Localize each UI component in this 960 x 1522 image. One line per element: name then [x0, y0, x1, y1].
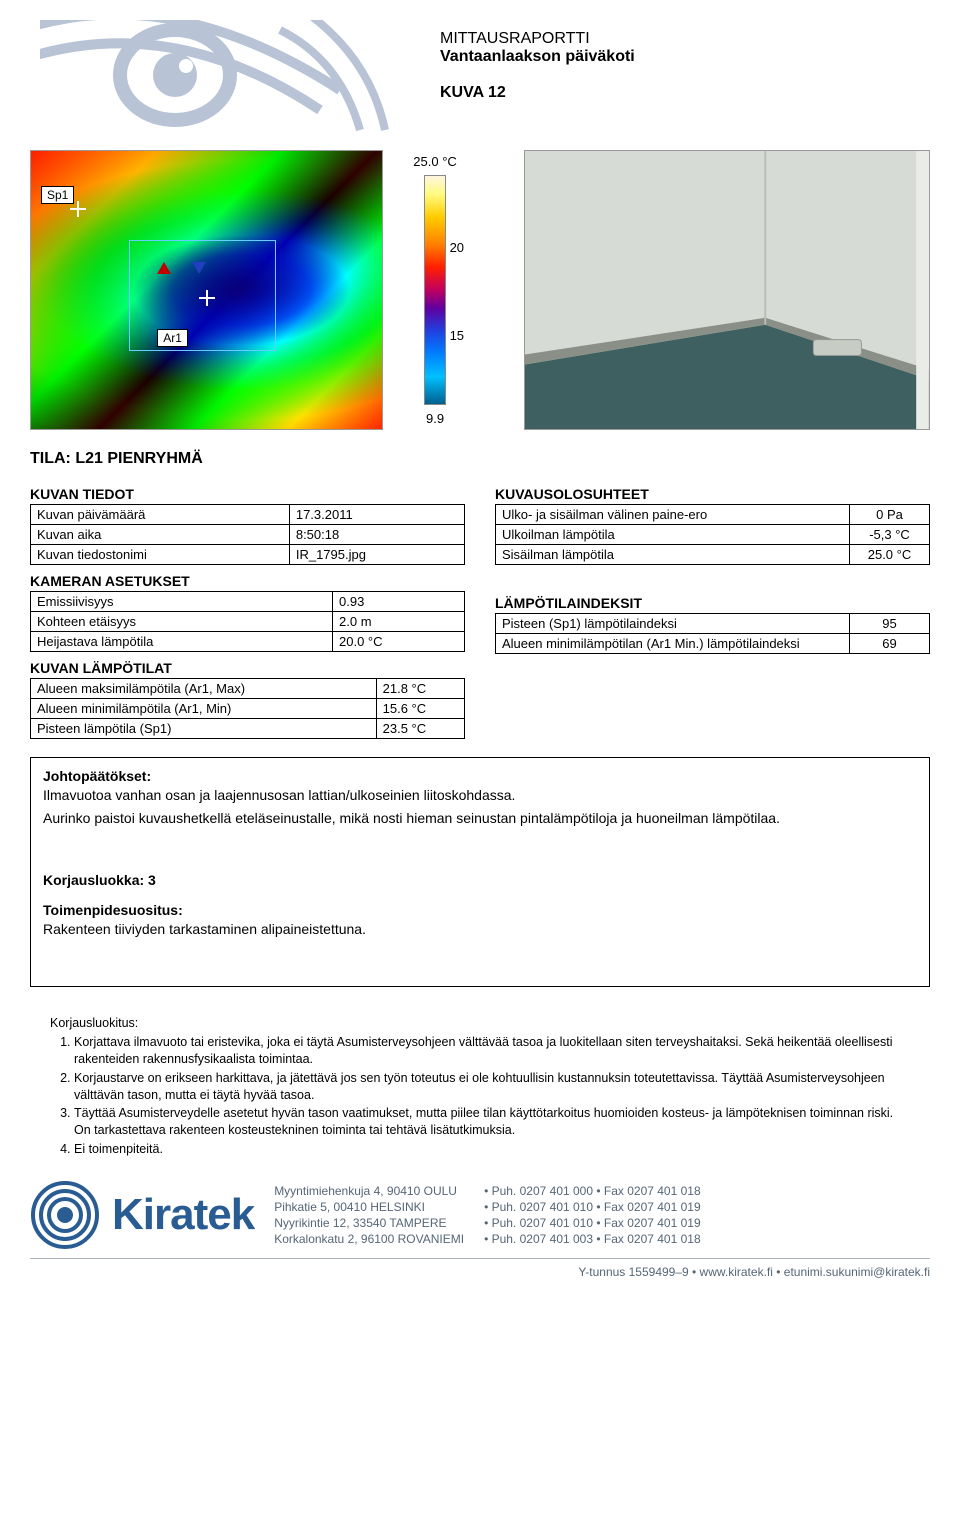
kuvan-tiedot-title: KUVAN TIEDOT: [30, 486, 465, 502]
toimenpide-text: Rakenteen tiiviyden tarkastaminen alipai…: [43, 920, 917, 939]
table-row: Kuvan päivämäärä17.3.2011: [31, 505, 465, 525]
table-row: Kuvan aika8:50:18: [31, 525, 465, 545]
footer-phones: • Puh. 0207 401 000 • Fax 0207 401 018• …: [484, 1183, 701, 1248]
scale-tick-15: 15: [450, 328, 464, 343]
conclusions-text-2: Aurinko paistoi kuvaushetkellä eteläsein…: [43, 809, 917, 828]
footer-bottom: Y-tunnus 1559499–9 • www.kiratek.fi • et…: [30, 1258, 930, 1279]
page-footer: Kiratek Myyntimiehenkuja 4, 90410 OULUPi…: [0, 1180, 960, 1299]
thermal-image: Sp1Ar1: [30, 150, 383, 430]
classification-item: Ei toimenpiteitä.: [74, 1141, 910, 1158]
ar1-label: Ar1: [157, 329, 188, 347]
classification-list: Korjattava ilmavuoto tai eristevika, jok…: [50, 1034, 910, 1158]
conclusions-box: Johtopäätökset: Ilmavuotoa vanhan osan j…: [30, 757, 930, 987]
table-row: Pisteen (Sp1) lämpötilaindeksi95: [496, 614, 930, 634]
table-row: Alueen maksimilämpötila (Ar1, Max)21.8 °…: [31, 679, 465, 699]
table-row: Kohteen etäisyys2.0 m: [31, 612, 465, 632]
scale-bar: [424, 175, 446, 405]
image-number: KUVA 12: [440, 84, 635, 102]
report-title: MITTAUSRAPORTTI: [440, 30, 635, 48]
kameran-asetukset-title: KAMERAN ASETUKSET: [30, 573, 465, 589]
toimenpide-title: Toimenpidesuositus:: [43, 902, 917, 918]
classification-legend: Korjausluokitus: Korjattava ilmavuoto ta…: [0, 1005, 960, 1180]
classification-title: Korjausluokitus:: [50, 1015, 910, 1032]
page-header: MITTAUSRAPORTTI Vantaanlaakson päiväkoti…: [0, 0, 960, 150]
scale-top: 25.0 °C: [413, 154, 457, 169]
max-marker: [157, 262, 171, 274]
table-row: Ulkoilman lämpötila-5,3 °C: [496, 525, 930, 545]
footer-logo-icon: [30, 1180, 100, 1250]
report-subtitle: Vantaanlaakson päiväkoti: [440, 48, 635, 66]
footer-logo: Kiratek: [30, 1180, 254, 1250]
color-scale: 25.0 °C 9.9 20 15: [408, 150, 500, 430]
reference-photo: [524, 150, 930, 430]
center-crosshair: [199, 290, 215, 306]
table-row: Kuvan tiedostonimiIR_1795.jpg: [31, 545, 465, 565]
kuvausolosuhteet-title: KUVAUSOLOSUHTEET: [495, 486, 930, 502]
lampotilaindeksit-title: LÄMPÖTILAINDEKSIT: [495, 595, 930, 611]
conclusions-title: Johtopäätökset:: [43, 768, 917, 784]
header-logo-eye: [40, 20, 420, 140]
table-row: Sisäilman lämpötila25.0 °C: [496, 545, 930, 565]
table-row: Ulko- ja sisäilman välinen paine-ero0 Pa: [496, 505, 930, 525]
kuvan-lampotilat-table: Alueen maksimilämpötila (Ar1, Max)21.8 °…: [30, 678, 465, 739]
data-tables: KUVAN TIEDOT Kuvan päivämäärä17.3.2011Ku…: [0, 478, 960, 739]
classification-item: Täyttää Asumisterveydelle asetetut hyvän…: [74, 1105, 910, 1139]
classification-item: Korjaustarve on erikseen harkittava, ja …: [74, 1070, 910, 1104]
scale-bottom: 9.9: [426, 411, 444, 426]
table-row: Alueen minimilämpötilan (Ar1 Min.) lämpö…: [496, 634, 930, 654]
table-row: Emissiivisyys0.93: [31, 592, 465, 612]
classification-item: Korjattava ilmavuoto tai eristevika, jok…: [74, 1034, 910, 1068]
lampotilaindeksit-table: Pisteen (Sp1) lämpötilaindeksi95Alueen m…: [495, 613, 930, 654]
table-row: Pisteen lämpötila (Sp1)23.5 °C: [31, 719, 465, 739]
room-title: TILA: L21 PIENRYHMÄ: [0, 430, 960, 478]
footer-addresses: Myyntimiehenkuja 4, 90410 OULUPihkatie 5…: [274, 1183, 464, 1248]
table-row: Alueen minimilämpötila (Ar1, Min)15.6 °C: [31, 699, 465, 719]
kuvausolosuhteet-table: Ulko- ja sisäilman välinen paine-ero0 Pa…: [495, 504, 930, 565]
table-row: Heijastava lämpötila20.0 °C: [31, 632, 465, 652]
sp1-crosshair: [70, 201, 86, 217]
conclusions-text-1: Ilmavuotoa vanhan osan ja laajennusosan …: [43, 786, 917, 805]
kuvan-lampotilat-title: KUVAN LÄMPÖTILAT: [30, 660, 465, 676]
scale-tick-20: 20: [450, 240, 464, 255]
min-marker: [192, 262, 206, 274]
korjausluokka: Korjausluokka: 3: [43, 872, 917, 888]
images-row: Sp1Ar1 25.0 °C 9.9 20 15: [0, 150, 960, 430]
kameran-asetukset-table: Emissiivisyys0.93Kohteen etäisyys2.0 mHe…: [30, 591, 465, 652]
kuvan-tiedot-table: Kuvan päivämäärä17.3.2011Kuvan aika8:50:…: [30, 504, 465, 565]
footer-brand: Kiratek: [112, 1190, 254, 1240]
